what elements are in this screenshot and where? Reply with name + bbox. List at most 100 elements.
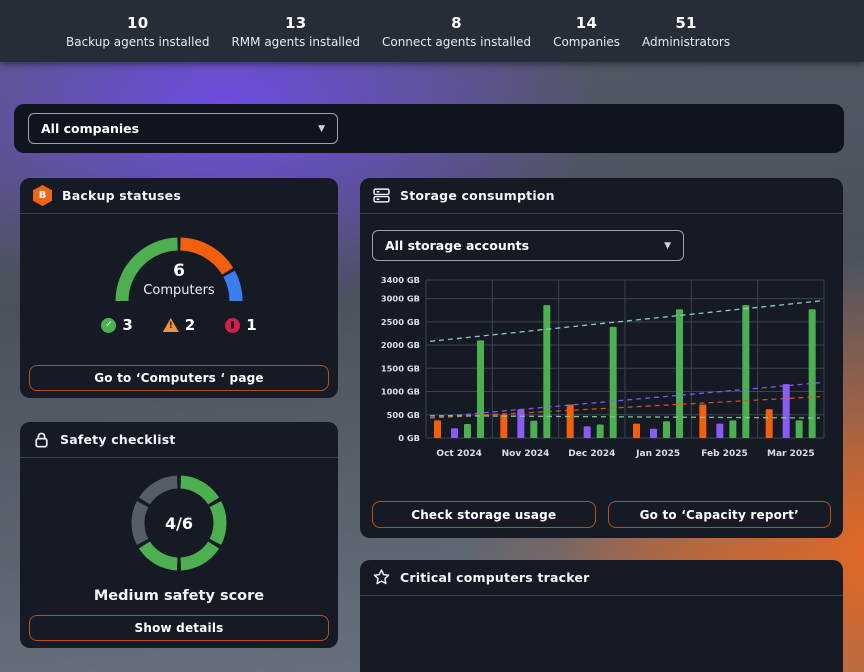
storage-chart: 0 GB 500 GB 1000 GB 1500 GB 2000 GB 2500 GB 30…	[372, 270, 831, 470]
backup-status-counts: ✓ 3! 2 1	[20, 316, 338, 334]
bar-orange-1	[500, 414, 508, 438]
backup-statuses-card: B Backup statuses 6 Computers ✓ 3! 2 1 Go t…	[20, 178, 338, 398]
stat-0: 10 Backup agents installed	[66, 14, 209, 49]
stat-3: 14 Companies	[553, 14, 620, 49]
x-axis-tick: Jan 2025	[635, 449, 680, 459]
x-axis-tick: Dec 2024	[568, 449, 615, 459]
stat-4: 51 Administrators	[642, 14, 730, 49]
purple-trend	[429, 382, 821, 419]
stats-topbar: 10 Backup agents installed 13 RMM agents in…	[0, 0, 864, 62]
stat-value: 51	[675, 13, 697, 32]
bar-orange-5	[765, 409, 773, 438]
status-error: 1	[225, 316, 257, 334]
teal-trend	[429, 300, 821, 342]
chevron-down-icon: ▼	[318, 123, 325, 134]
warning-triangle-icon: !	[162, 318, 179, 332]
bar-green-small-3	[663, 421, 670, 438]
check-storage-usage-button[interactable]: Check storage usage	[372, 501, 596, 528]
safety-checklist-card: Safety checklist 4/6 Medium safety score…	[20, 422, 338, 648]
status-count: 1	[246, 316, 257, 334]
error-circle-icon	[225, 317, 241, 333]
bar-purple-2	[583, 426, 591, 438]
stat-label: RMM agents installed	[231, 34, 360, 49]
critical-card-header: Critical computers tracker	[360, 560, 843, 596]
company-select-value: All companies	[41, 121, 140, 136]
storage-consumption-card: Storage consumption All storage accounts…	[360, 178, 843, 538]
y-axis-tick: 1000 GB	[381, 387, 420, 397]
bar-purple-4	[716, 423, 724, 438]
bar-green-small-4	[729, 420, 737, 438]
stat-value: 10	[126, 13, 149, 32]
donut-segment-3	[180, 541, 220, 571]
critical-computers-tracker-card: Critical computers tracker	[360, 560, 843, 672]
gauge-segment-warning	[180, 237, 234, 275]
donut-segment-5	[131, 501, 149, 545]
critical-card-title: Critical computers tracker	[400, 570, 590, 585]
company-select[interactable]: All companies ▼	[28, 113, 338, 144]
backup-card-header: B Backup statuses	[20, 178, 338, 214]
storage-account-select-value: All storage accounts	[385, 238, 530, 253]
safety-donut: 4/6	[123, 467, 235, 579]
safety-card-header: Safety checklist	[20, 422, 338, 458]
stat-label: Backup agents installed	[66, 34, 210, 49]
x-axis-tick: Oct 2024	[436, 449, 481, 459]
y-axis-tick: 2500 GB	[381, 317, 420, 327]
storage-card-title: Storage consumption	[400, 188, 555, 203]
donut-segment-1	[180, 475, 220, 505]
company-filter-bar: All companies ▼	[14, 104, 844, 153]
storage-buttons-row: Check storage usage Go to ‘Capacity repo…	[372, 501, 831, 528]
lock-icon	[35, 432, 48, 448]
stat-label: Connect agents installed	[381, 34, 532, 49]
storage-stack-icon	[373, 188, 390, 203]
stat-value: 13	[284, 13, 307, 32]
stat-value: 8	[451, 13, 462, 32]
computers-gauge: 6 Computers	[104, 223, 254, 307]
y-axis-tick: 3000 GB	[381, 294, 420, 304]
status-warning: ! 2	[162, 316, 196, 334]
go-to-computers-button[interactable]: Go to ‘Computers ‘ page	[29, 365, 329, 391]
backup-card-title: Backup statuses	[62, 188, 181, 203]
safety-score: 4/6	[164, 513, 194, 533]
stat-label: Administrators	[642, 34, 731, 49]
bar-green-large-0	[477, 340, 484, 438]
donut-segment-6	[138, 475, 178, 505]
y-axis-tick: 2000 GB	[381, 340, 420, 350]
stat-label: Companies	[553, 34, 621, 49]
storage-account-select[interactable]: All storage accounts ▼	[372, 230, 684, 261]
bar-green-large-3	[676, 309, 683, 438]
safety-card-title: Safety checklist	[60, 432, 176, 447]
stat-value: 14	[575, 13, 598, 32]
check-circle-icon: ✓	[101, 317, 117, 333]
bar-green-small-2	[596, 424, 604, 438]
status-success: ✓ 3	[101, 316, 133, 334]
star-badge-icon	[373, 569, 390, 585]
bar-green-small-5	[795, 420, 803, 438]
bar-purple-3	[650, 428, 657, 438]
bar-green-large-4	[742, 305, 750, 438]
storage-bar-chart: 0 GB 500 GB 1000 GB 1500 GB 2000 GB 2500 GB 30…	[381, 275, 825, 459]
status-count: 2	[184, 316, 196, 334]
show-details-button[interactable]: Show details	[29, 615, 329, 641]
safety-score-label: Medium safety score	[93, 588, 265, 604]
go-to-capacity-report-button[interactable]: Go to ‘Capacity report’	[607, 501, 831, 528]
donut-segment-4	[138, 541, 178, 571]
x-axis-tick: Nov 2024	[502, 449, 550, 459]
gauge-total-unit: Computers	[143, 283, 215, 298]
bar-orange-4	[699, 404, 707, 438]
bar-green-small-0	[464, 424, 471, 438]
bar-green-large-5	[808, 309, 816, 438]
status-count: 3	[122, 316, 133, 334]
bar-purple-0	[451, 428, 458, 438]
storage-card-header: Storage consumption	[360, 178, 843, 214]
y-axis-tick: 1500 GB	[381, 363, 420, 373]
gauge-segment-other	[223, 270, 243, 302]
x-axis-tick: Feb 2025	[701, 449, 748, 459]
bar-green-small-1	[530, 420, 538, 438]
bar-green-large-1	[543, 305, 551, 438]
backup-hexagon-icon: B	[33, 185, 52, 206]
gauge-segment-success	[115, 237, 178, 302]
bar-green-large-2	[609, 326, 617, 438]
x-axis-tick: Mar 2025	[767, 449, 815, 459]
gauge-total: 6	[173, 261, 185, 281]
donut-chart	[131, 475, 227, 571]
